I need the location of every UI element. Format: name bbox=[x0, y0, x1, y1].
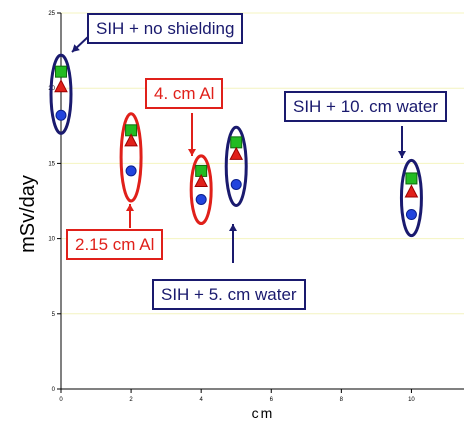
y-tick-label: 5 bbox=[52, 312, 56, 318]
group-ellipse bbox=[399, 158, 423, 238]
arrow-head bbox=[126, 204, 134, 211]
annotation-4cm-al: 4. cm Al bbox=[145, 78, 224, 109]
triangle-point bbox=[404, 184, 419, 198]
group-ellipses bbox=[49, 53, 423, 238]
square-point bbox=[55, 65, 67, 78]
y-tick-label: 10 bbox=[48, 237, 55, 243]
group-ellipse bbox=[49, 53, 73, 135]
y-tick-label: 15 bbox=[48, 161, 55, 167]
annotation-2-15cm-al: 2.15 cm Al bbox=[66, 229, 164, 260]
x-tick-label: 0 bbox=[59, 397, 63, 403]
y-tick-label: 0 bbox=[52, 387, 56, 393]
circle-point bbox=[195, 193, 207, 205]
triangle-point bbox=[229, 146, 244, 160]
arrow-head bbox=[398, 151, 406, 158]
square-point bbox=[230, 136, 243, 149]
arrow-head bbox=[72, 44, 80, 52]
x-axis-label: cm bbox=[252, 405, 275, 421]
triangle-point bbox=[194, 173, 208, 187]
arrow-head bbox=[229, 224, 237, 231]
x-tick-label: 6 bbox=[270, 397, 274, 403]
annotation-no-shielding: SIH + no shielding bbox=[87, 13, 244, 44]
group-ellipse bbox=[189, 154, 213, 226]
circle-point bbox=[125, 165, 137, 177]
x-tick-label: 8 bbox=[340, 397, 344, 403]
circle-point bbox=[230, 178, 242, 190]
group-ellipse bbox=[119, 112, 143, 203]
group-ellipse bbox=[224, 125, 248, 208]
x-tick-label: 10 bbox=[408, 397, 415, 403]
square-point bbox=[405, 172, 418, 185]
data-points bbox=[54, 65, 419, 221]
y-tick-label: 25 bbox=[48, 11, 55, 17]
triangle-point bbox=[124, 133, 138, 147]
annotation-5cm-water: SIH + 5. cm water bbox=[152, 279, 306, 310]
x-tick-label: 4 bbox=[200, 397, 204, 403]
x-tick-label: 2 bbox=[129, 397, 133, 403]
circle-point bbox=[55, 109, 67, 121]
arrow-head bbox=[188, 149, 196, 156]
annotation-arrows bbox=[71, 35, 406, 263]
y-axis-label: mSv/day bbox=[17, 175, 39, 253]
triangle-point bbox=[54, 79, 68, 93]
annotation-10cm-water: SIH + 10. cm water bbox=[284, 91, 448, 122]
circle-point bbox=[405, 209, 417, 221]
